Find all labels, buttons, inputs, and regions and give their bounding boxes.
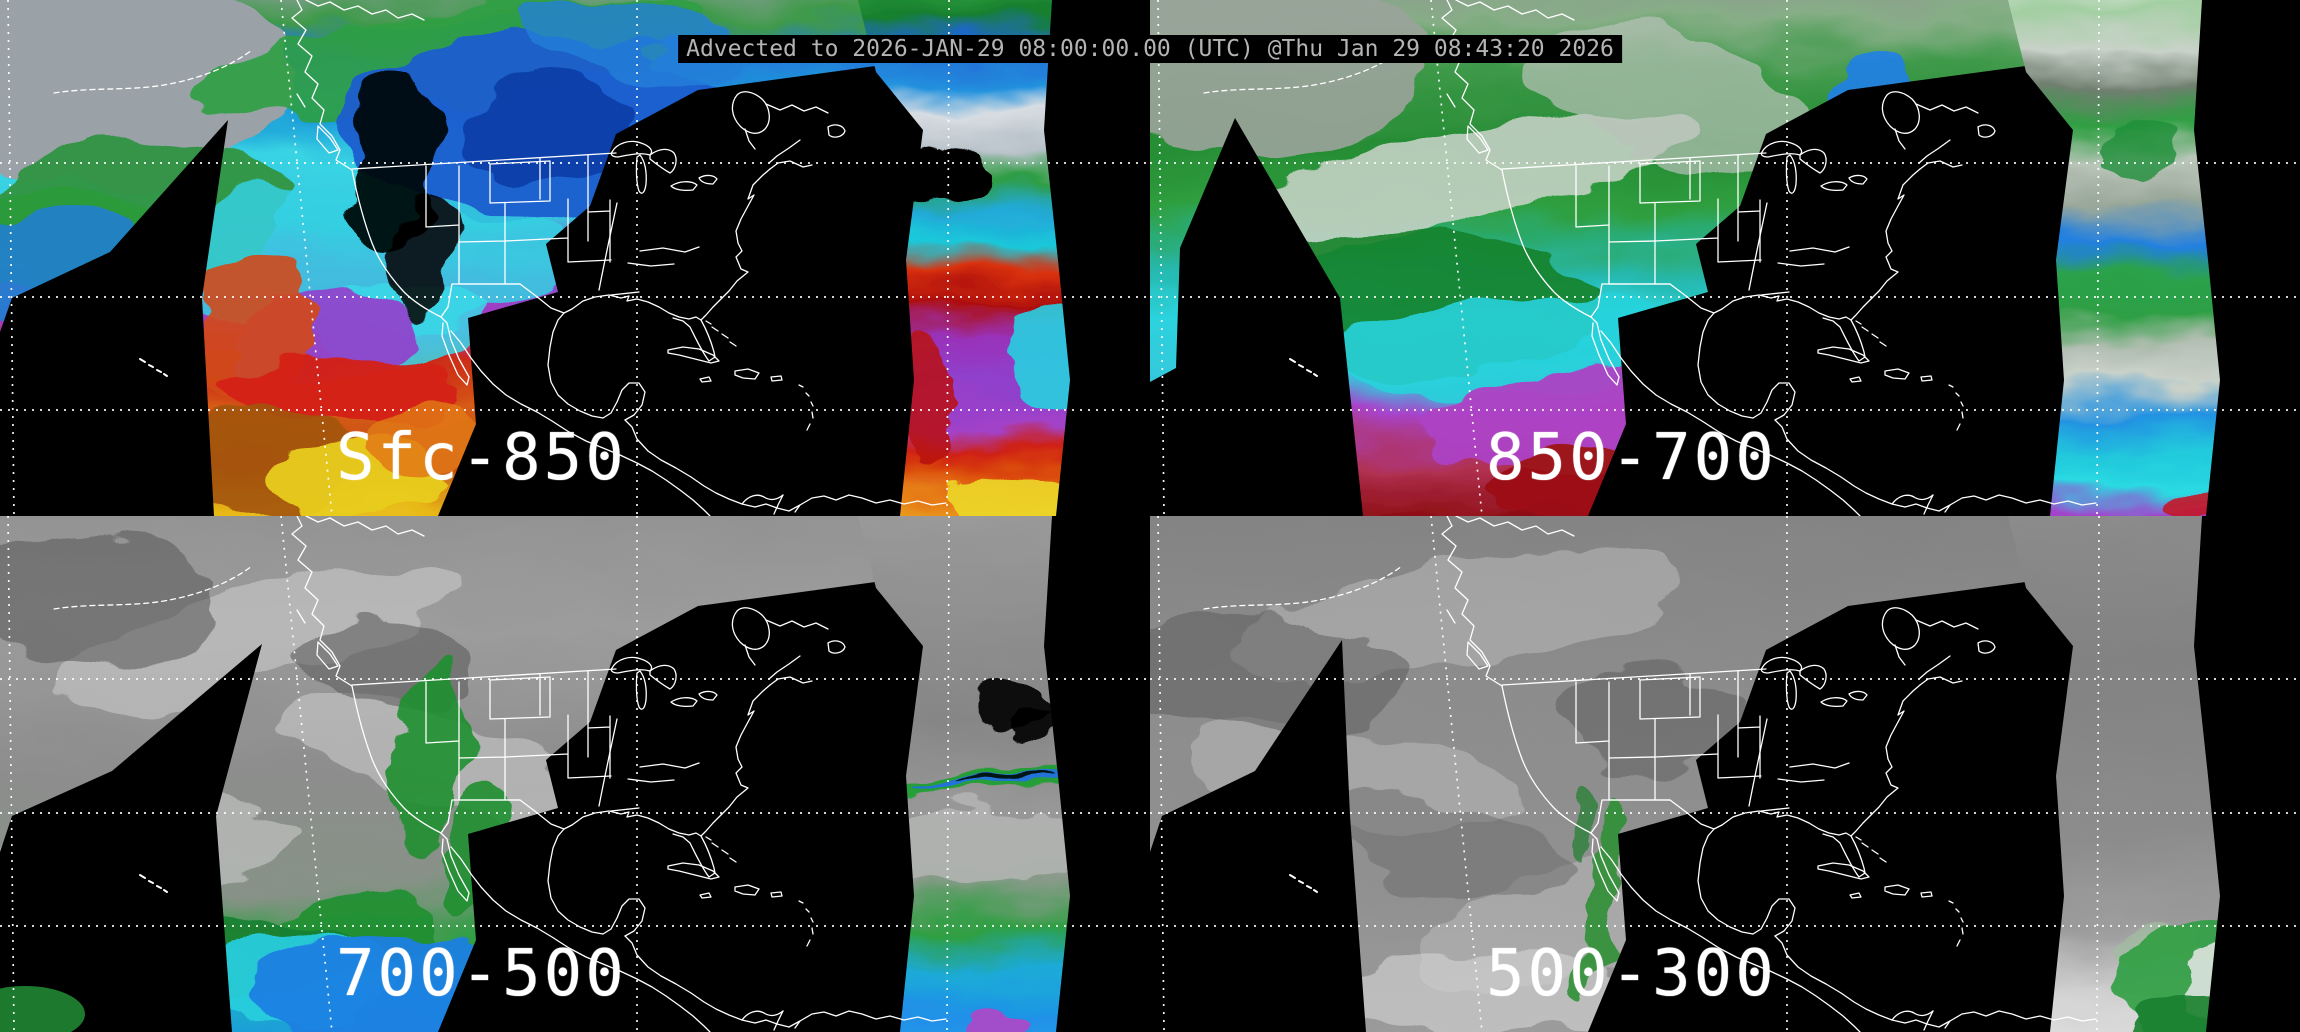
corner-moisture-patch [0, 986, 85, 1032]
500-300-atlantic-swath [2008, 516, 2220, 1032]
panel-500-300: 500-300 [1150, 516, 2300, 1032]
sfc-850-atlantic-swath [858, 0, 1070, 516]
no-data-wedge [1150, 118, 1363, 516]
layer-label-850-700: 850-700 [1486, 421, 1777, 495]
no-data-wedge [0, 120, 228, 516]
no-data-wedge [0, 644, 262, 1032]
panel-850-700: 850-700 [1150, 0, 2300, 516]
advection-timestamp-title: Advected to 2026-JAN-29 08:00:00.00 (UTC… [678, 35, 1622, 63]
latlon-grid [0, 0, 1150, 516]
700-500-atlantic-swath [858, 516, 1070, 1032]
latlon-grid [1150, 516, 2300, 1032]
850-700-atlantic-swath [2008, 0, 2220, 516]
sfc-850-imagery [0, 0, 1150, 516]
no-data-wedge [1150, 640, 1366, 1032]
panel-700-500: 700-500 [0, 516, 1150, 1032]
panel-sfc-850: Sfc-850 [0, 0, 1150, 516]
700-500-imagery [0, 516, 1150, 1032]
500-300-imagery [1150, 516, 2300, 1032]
layer-label-sfc-850: Sfc-850 [336, 421, 627, 495]
latlon-grid [1150, 0, 2300, 516]
layer-label-500-300: 500-300 [1486, 937, 1777, 1011]
latlon-grid [0, 516, 1150, 1032]
layer-label-700-500: 700-500 [336, 937, 627, 1011]
